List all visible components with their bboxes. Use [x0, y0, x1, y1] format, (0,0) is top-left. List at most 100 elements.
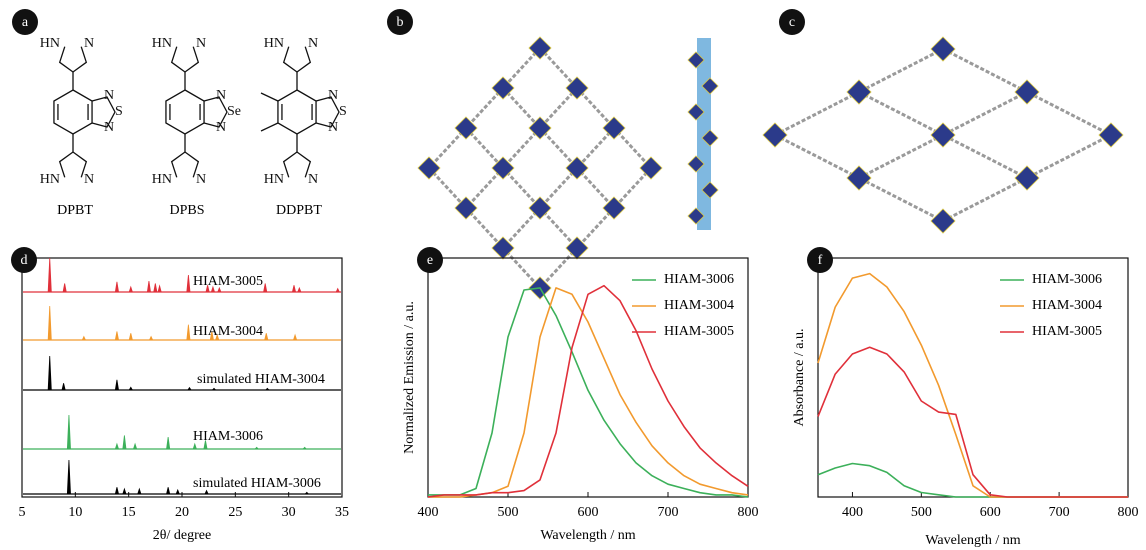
pattern-label: HIAM-3006	[193, 429, 263, 444]
pattern-label: simulated HIAM-3006	[193, 476, 321, 491]
atom-label: HN	[152, 36, 172, 51]
legend-label: HIAM-3006	[1032, 272, 1102, 287]
atom-label: HN	[152, 172, 172, 187]
atom-label: N	[328, 88, 338, 103]
pattern-label: HIAM-3005	[193, 274, 263, 289]
diffraction-peak	[48, 356, 51, 390]
panel-label: b	[397, 15, 404, 30]
methyl	[261, 123, 278, 131]
atom-label: S	[115, 104, 123, 119]
plot-frame	[818, 258, 1128, 497]
metal-cluster	[847, 80, 871, 104]
atom-label: N	[308, 36, 318, 51]
x-tick-label: 10	[68, 505, 82, 520]
atom-label: N	[216, 120, 226, 135]
benzene-ring	[278, 90, 316, 134]
x-tick-label: 600	[980, 505, 1001, 520]
atom-label: HN	[40, 172, 60, 187]
diffraction-peak	[303, 447, 306, 449]
atom-label: N	[216, 88, 226, 103]
pyrazole-ring	[284, 47, 311, 72]
diffraction-peak	[149, 337, 152, 340]
metal-cluster	[931, 37, 955, 61]
atom-label: HN	[264, 36, 284, 51]
diffraction-peak	[167, 487, 170, 494]
diffraction-peak	[129, 387, 132, 390]
diffraction-peak	[187, 275, 190, 292]
atom-label: N	[328, 120, 338, 135]
diffraction-peak	[188, 388, 191, 390]
x-axis-label: 2θ/ degree	[153, 528, 211, 543]
legend-label: HIAM-3006	[664, 272, 734, 287]
atom-label: N	[104, 120, 114, 135]
pattern-label: simulated HIAM-3004	[197, 372, 325, 387]
x-tick-label: 700	[1049, 505, 1070, 520]
diffraction-peak	[187, 325, 190, 340]
series-line	[818, 347, 1128, 497]
metal-cluster	[847, 166, 871, 190]
benzene-ring	[54, 90, 92, 134]
y-axis-label: Absorbance / a.u.	[792, 329, 807, 427]
diffraction-peak	[115, 444, 118, 449]
x-axis-label: Wavelength / nm	[925, 533, 1020, 548]
pyrazole-ring	[172, 47, 199, 72]
pyrazole-ring	[60, 47, 87, 72]
diffraction-peak	[82, 337, 85, 340]
diffraction-peak	[266, 388, 269, 390]
linker	[540, 48, 651, 168]
x-tick-label: 400	[418, 505, 439, 520]
diffraction-peak	[67, 415, 70, 449]
diffraction-peak	[265, 333, 268, 340]
x-tick-label: 15	[122, 505, 136, 520]
diffraction-peak	[62, 383, 65, 390]
x-tick-label: 700	[658, 505, 679, 520]
diffraction-peak	[158, 286, 161, 292]
panel-label: e	[427, 253, 433, 268]
series-line	[428, 288, 748, 497]
x-tick-label: 20	[175, 505, 189, 520]
diffraction-peak	[129, 287, 132, 292]
x-tick-label: 25	[228, 505, 242, 520]
linker	[429, 48, 540, 168]
atom-label: Se	[227, 104, 241, 119]
metal-cluster	[1099, 123, 1123, 147]
panel-label: a	[22, 15, 29, 30]
compound-name: DPBS	[169, 203, 204, 218]
methyl	[261, 93, 278, 101]
metal-cluster	[763, 123, 787, 147]
x-tick-label: 30	[282, 505, 296, 520]
x-tick-label: 800	[738, 505, 759, 520]
atom-label: N	[84, 172, 94, 187]
series-line	[428, 288, 748, 497]
diffraction-peak	[264, 284, 267, 293]
diffraction-peak	[147, 281, 150, 292]
diffraction-peak	[115, 332, 118, 341]
diffraction-peak	[63, 284, 66, 293]
metal-cluster	[1015, 80, 1039, 104]
x-tick-label: 400	[842, 505, 863, 520]
diffraction-peak	[133, 444, 136, 449]
metal-cluster	[529, 37, 551, 59]
atom-label: N	[196, 172, 206, 187]
benzene-ring	[166, 90, 204, 134]
diffraction-peak	[298, 288, 301, 292]
panel-label: c	[789, 15, 795, 30]
diffraction-peak	[67, 460, 70, 494]
x-axis-label: Wavelength / nm	[540, 528, 635, 543]
molecule	[166, 47, 227, 178]
diffraction-peak	[176, 490, 179, 494]
pyrazole-ring	[60, 152, 87, 177]
atom-label: HN	[40, 36, 60, 51]
diffraction-peak	[129, 333, 132, 340]
diffraction-peak	[115, 380, 118, 390]
diffraction-peak	[123, 435, 126, 449]
metal-cluster	[931, 209, 955, 233]
atom-label: S	[339, 104, 347, 119]
diffraction-peak	[123, 489, 126, 494]
figure: aHNNNSNHNNDPBTHNNNSeNHNNDPBSHNNNSNHNNDDP…	[0, 0, 1146, 550]
metal-cluster	[1015, 166, 1039, 190]
atom-label: N	[84, 36, 94, 51]
diffraction-peak	[305, 492, 308, 494]
atom-label: N	[196, 36, 206, 51]
diffraction-peak	[167, 437, 170, 449]
